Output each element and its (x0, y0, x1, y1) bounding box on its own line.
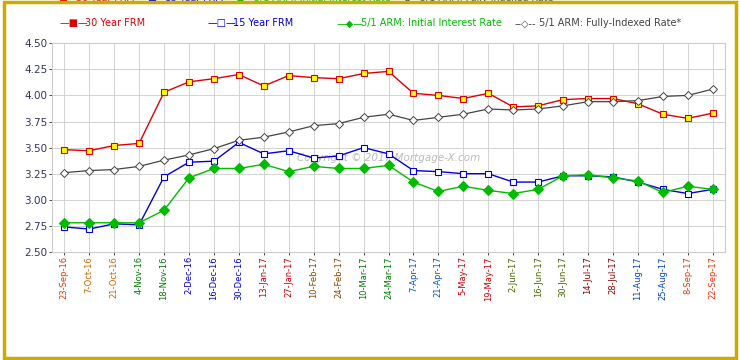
Legend: 30 Year FRM, 15 Year FRM, 5/1 ARM: Initial Interest Rate, 5/1 ARM: Fully-Indexed: 30 Year FRM, 15 Year FRM, 5/1 ARM: Initi… (50, 0, 562, 6)
Text: —◆—: —◆— (337, 18, 363, 28)
Text: 5/1 ARM: Initial Interest Rate: 5/1 ARM: Initial Interest Rate (361, 18, 502, 28)
Text: 15 Year FRM: 15 Year FRM (233, 18, 293, 28)
Text: 30 Year FRM: 30 Year FRM (85, 18, 145, 28)
Text: 5/1 ARM: Fully-Indexed Rate*: 5/1 ARM: Fully-Indexed Rate* (539, 18, 681, 28)
Text: --◇--: --◇-- (514, 18, 536, 28)
Text: —□—: —□— (207, 18, 236, 28)
Text: Copyright © 2017 Mortgage-X.com: Copyright © 2017 Mortgage-X.com (297, 153, 480, 163)
Text: —■—: —■— (59, 18, 88, 28)
